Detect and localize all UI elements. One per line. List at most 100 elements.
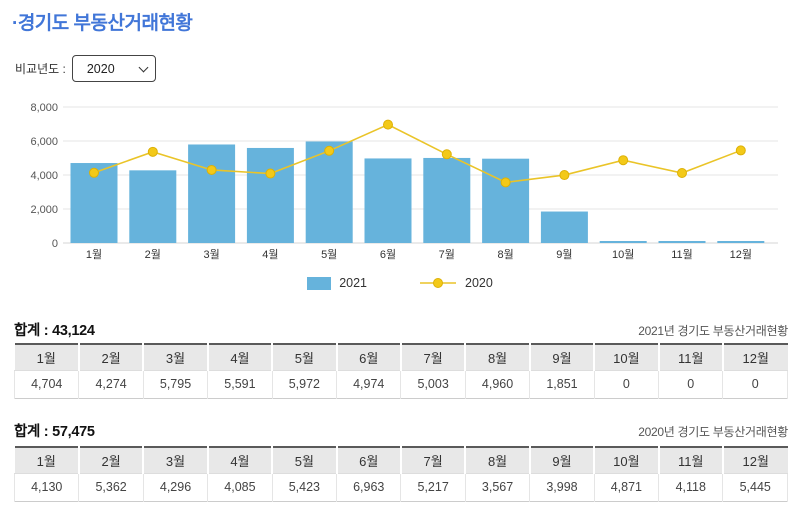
compare-year-control: 비교년도 : 2020 bbox=[15, 55, 156, 82]
month-value-cell: 0 bbox=[593, 370, 660, 398]
month-header-cell: 9월 bbox=[528, 344, 596, 371]
data-point-2020 bbox=[324, 145, 335, 156]
month-value-cell: 0 bbox=[658, 370, 724, 398]
month-header-cell: 1월 bbox=[14, 344, 80, 371]
month-header-cell: 2월 bbox=[77, 344, 145, 371]
page-title: ·경기도 부동산거래현황 bbox=[12, 13, 193, 34]
x-axis-label: 3월 bbox=[203, 248, 219, 261]
data-point-2020 bbox=[559, 170, 570, 181]
month-header-cell: 8월 bbox=[464, 447, 531, 474]
y-axis-label: 0 bbox=[52, 238, 58, 250]
month-header-cell: 7월 bbox=[399, 447, 467, 474]
compare-year-select[interactable]: 2020 bbox=[71, 55, 156, 82]
total-2020: 합계 : 57,475 bbox=[14, 424, 95, 440]
month-value-cell: 5,003 bbox=[400, 370, 466, 398]
bar-2021 bbox=[540, 211, 588, 243]
line-marker-icon bbox=[420, 278, 456, 288]
chart: 0 2,000 4,000 6,000 8,000 1월 2월 3월 4월 5월 6월 7월 8월 9월 1… bbox=[0, 93, 800, 268]
bar-2021 bbox=[482, 158, 530, 243]
bar-2021 bbox=[423, 157, 471, 243]
month-header-cell: 11월 bbox=[657, 344, 724, 371]
bar-2021 bbox=[717, 241, 765, 243]
chart-svg: 0 2,000 4,000 6,000 8,000 1월 2월 3월 4월 5월 6월 7월 8월 9월 1… bbox=[30, 102, 778, 261]
month-header-cell: 10월 bbox=[593, 344, 660, 371]
y-axis-label: 8,000 bbox=[30, 102, 58, 114]
x-axis-label: 2월 bbox=[145, 248, 161, 261]
month-header-cell: 2월 bbox=[77, 447, 145, 474]
data-point-2020 bbox=[383, 119, 393, 130]
data-point-2020 bbox=[677, 167, 687, 178]
data-point-2020 bbox=[206, 164, 217, 175]
x-axis-label: 10월 bbox=[612, 248, 634, 261]
data-point-2020 bbox=[618, 155, 629, 166]
table-2021-container: 1월 2월 3월 4월 5월 6월 7월 8월 9월 10월 11월 12월 4,704 4,274 5,7… bbox=[13, 343, 788, 399]
month-value-cell: 5,795 bbox=[142, 370, 209, 398]
legend-item-2021: 2021 bbox=[307, 276, 367, 290]
month-value-cell: 4,118 bbox=[658, 473, 724, 501]
month-value-cell: 4,960 bbox=[464, 370, 531, 398]
monthly-data-table: 1월 2월 3월 4월 5월 6월 7월 8월 9월 10월 11월 12월 4,130 5,362 4,2… bbox=[13, 446, 788, 502]
x-axis-label: 7월 bbox=[439, 248, 455, 261]
bar-2021 bbox=[305, 141, 353, 243]
month-value-cell: 5,217 bbox=[400, 473, 466, 501]
y-axis-label: 2,000 bbox=[30, 204, 58, 216]
month-value-cell: 4,974 bbox=[336, 370, 402, 398]
month-header-cell: 7월 bbox=[399, 344, 467, 371]
monthly-data-table: 1월 2월 3월 4월 5월 6월 7월 8월 9월 10월 11월 12월 4,704 4,274 5,7… bbox=[13, 343, 788, 399]
month-header-cell: 1월 bbox=[14, 447, 80, 474]
month-header-cell: 5월 bbox=[271, 447, 338, 474]
legend-item-2020: 2020 bbox=[419, 276, 493, 290]
table-2020-container: 1월 2월 3월 4월 5월 6월 7월 8월 9월 10월 11월 12월 4,130 5,362 4,2… bbox=[13, 446, 788, 502]
x-axis-label: 12월 bbox=[730, 248, 752, 261]
table-caption-2021: 2021년 경기도 부동산거래현황 bbox=[638, 324, 788, 338]
month-value-cell: 4,130 bbox=[13, 473, 80, 501]
bar-2021 bbox=[129, 170, 177, 243]
bar-2021 bbox=[599, 241, 647, 243]
data-point-2020 bbox=[265, 168, 276, 179]
legend-label-2020: 2020 bbox=[465, 276, 493, 290]
month-header-cell: 5월 bbox=[271, 344, 338, 371]
bar-2021 bbox=[658, 241, 706, 243]
chart-legend: 2021 2020 bbox=[0, 276, 800, 290]
month-value-cell: 0 bbox=[722, 370, 788, 398]
month-header-cell: 10월 bbox=[593, 447, 660, 474]
month-value-cell: 3,998 bbox=[529, 473, 595, 501]
line-series-2020 bbox=[93, 123, 742, 184]
x-axis-label: 5월 bbox=[321, 248, 337, 261]
month-value-cell: 4,085 bbox=[207, 473, 273, 501]
month-value-cell: 4,871 bbox=[593, 473, 660, 501]
month-value-cell: 3,567 bbox=[464, 473, 531, 501]
month-value-cell: 5,445 bbox=[722, 473, 788, 501]
month-header-cell: 6월 bbox=[335, 447, 402, 474]
month-header-cell: 6월 bbox=[335, 344, 402, 371]
month-header-cell: 4월 bbox=[206, 344, 274, 371]
month-header-cell: 4월 bbox=[206, 447, 274, 474]
month-header-cell: 12월 bbox=[721, 344, 788, 371]
x-axis-label: 8월 bbox=[497, 248, 513, 261]
compare-year-label: 비교년도 : bbox=[15, 62, 66, 76]
month-header-cell: 3월 bbox=[142, 344, 209, 371]
table-caption-2020: 2020년 경기도 부동산거래현황 bbox=[638, 425, 788, 439]
y-axis-label: 4,000 bbox=[30, 170, 58, 182]
month-header-cell: 11월 bbox=[657, 447, 724, 474]
month-header-cell: 9월 bbox=[528, 447, 596, 474]
legend-label-2021: 2021 bbox=[339, 276, 367, 290]
month-value-cell: 1,851 bbox=[529, 370, 595, 398]
month-header-cell: 3월 bbox=[142, 447, 209, 474]
x-axis-label: 4월 bbox=[262, 248, 278, 261]
x-axis-label: 9월 bbox=[556, 248, 572, 261]
month-value-cell: 4,704 bbox=[13, 370, 80, 398]
month-value-cell: 6,963 bbox=[336, 473, 402, 501]
month-value-cell: 4,296 bbox=[142, 473, 209, 501]
bar-swatch-icon bbox=[307, 276, 332, 290]
month-value-cell: 5,591 bbox=[207, 370, 273, 398]
bar-2021 bbox=[188, 144, 236, 243]
total-2021: 합계 : 43,124 bbox=[14, 323, 95, 339]
data-point-2020 bbox=[441, 149, 452, 160]
x-axis-label: 6월 bbox=[380, 248, 396, 261]
x-axis-label: 11월 bbox=[671, 248, 693, 261]
bar-2021 bbox=[246, 147, 294, 243]
data-point-2020 bbox=[147, 146, 158, 157]
data-point-2020 bbox=[500, 177, 511, 188]
